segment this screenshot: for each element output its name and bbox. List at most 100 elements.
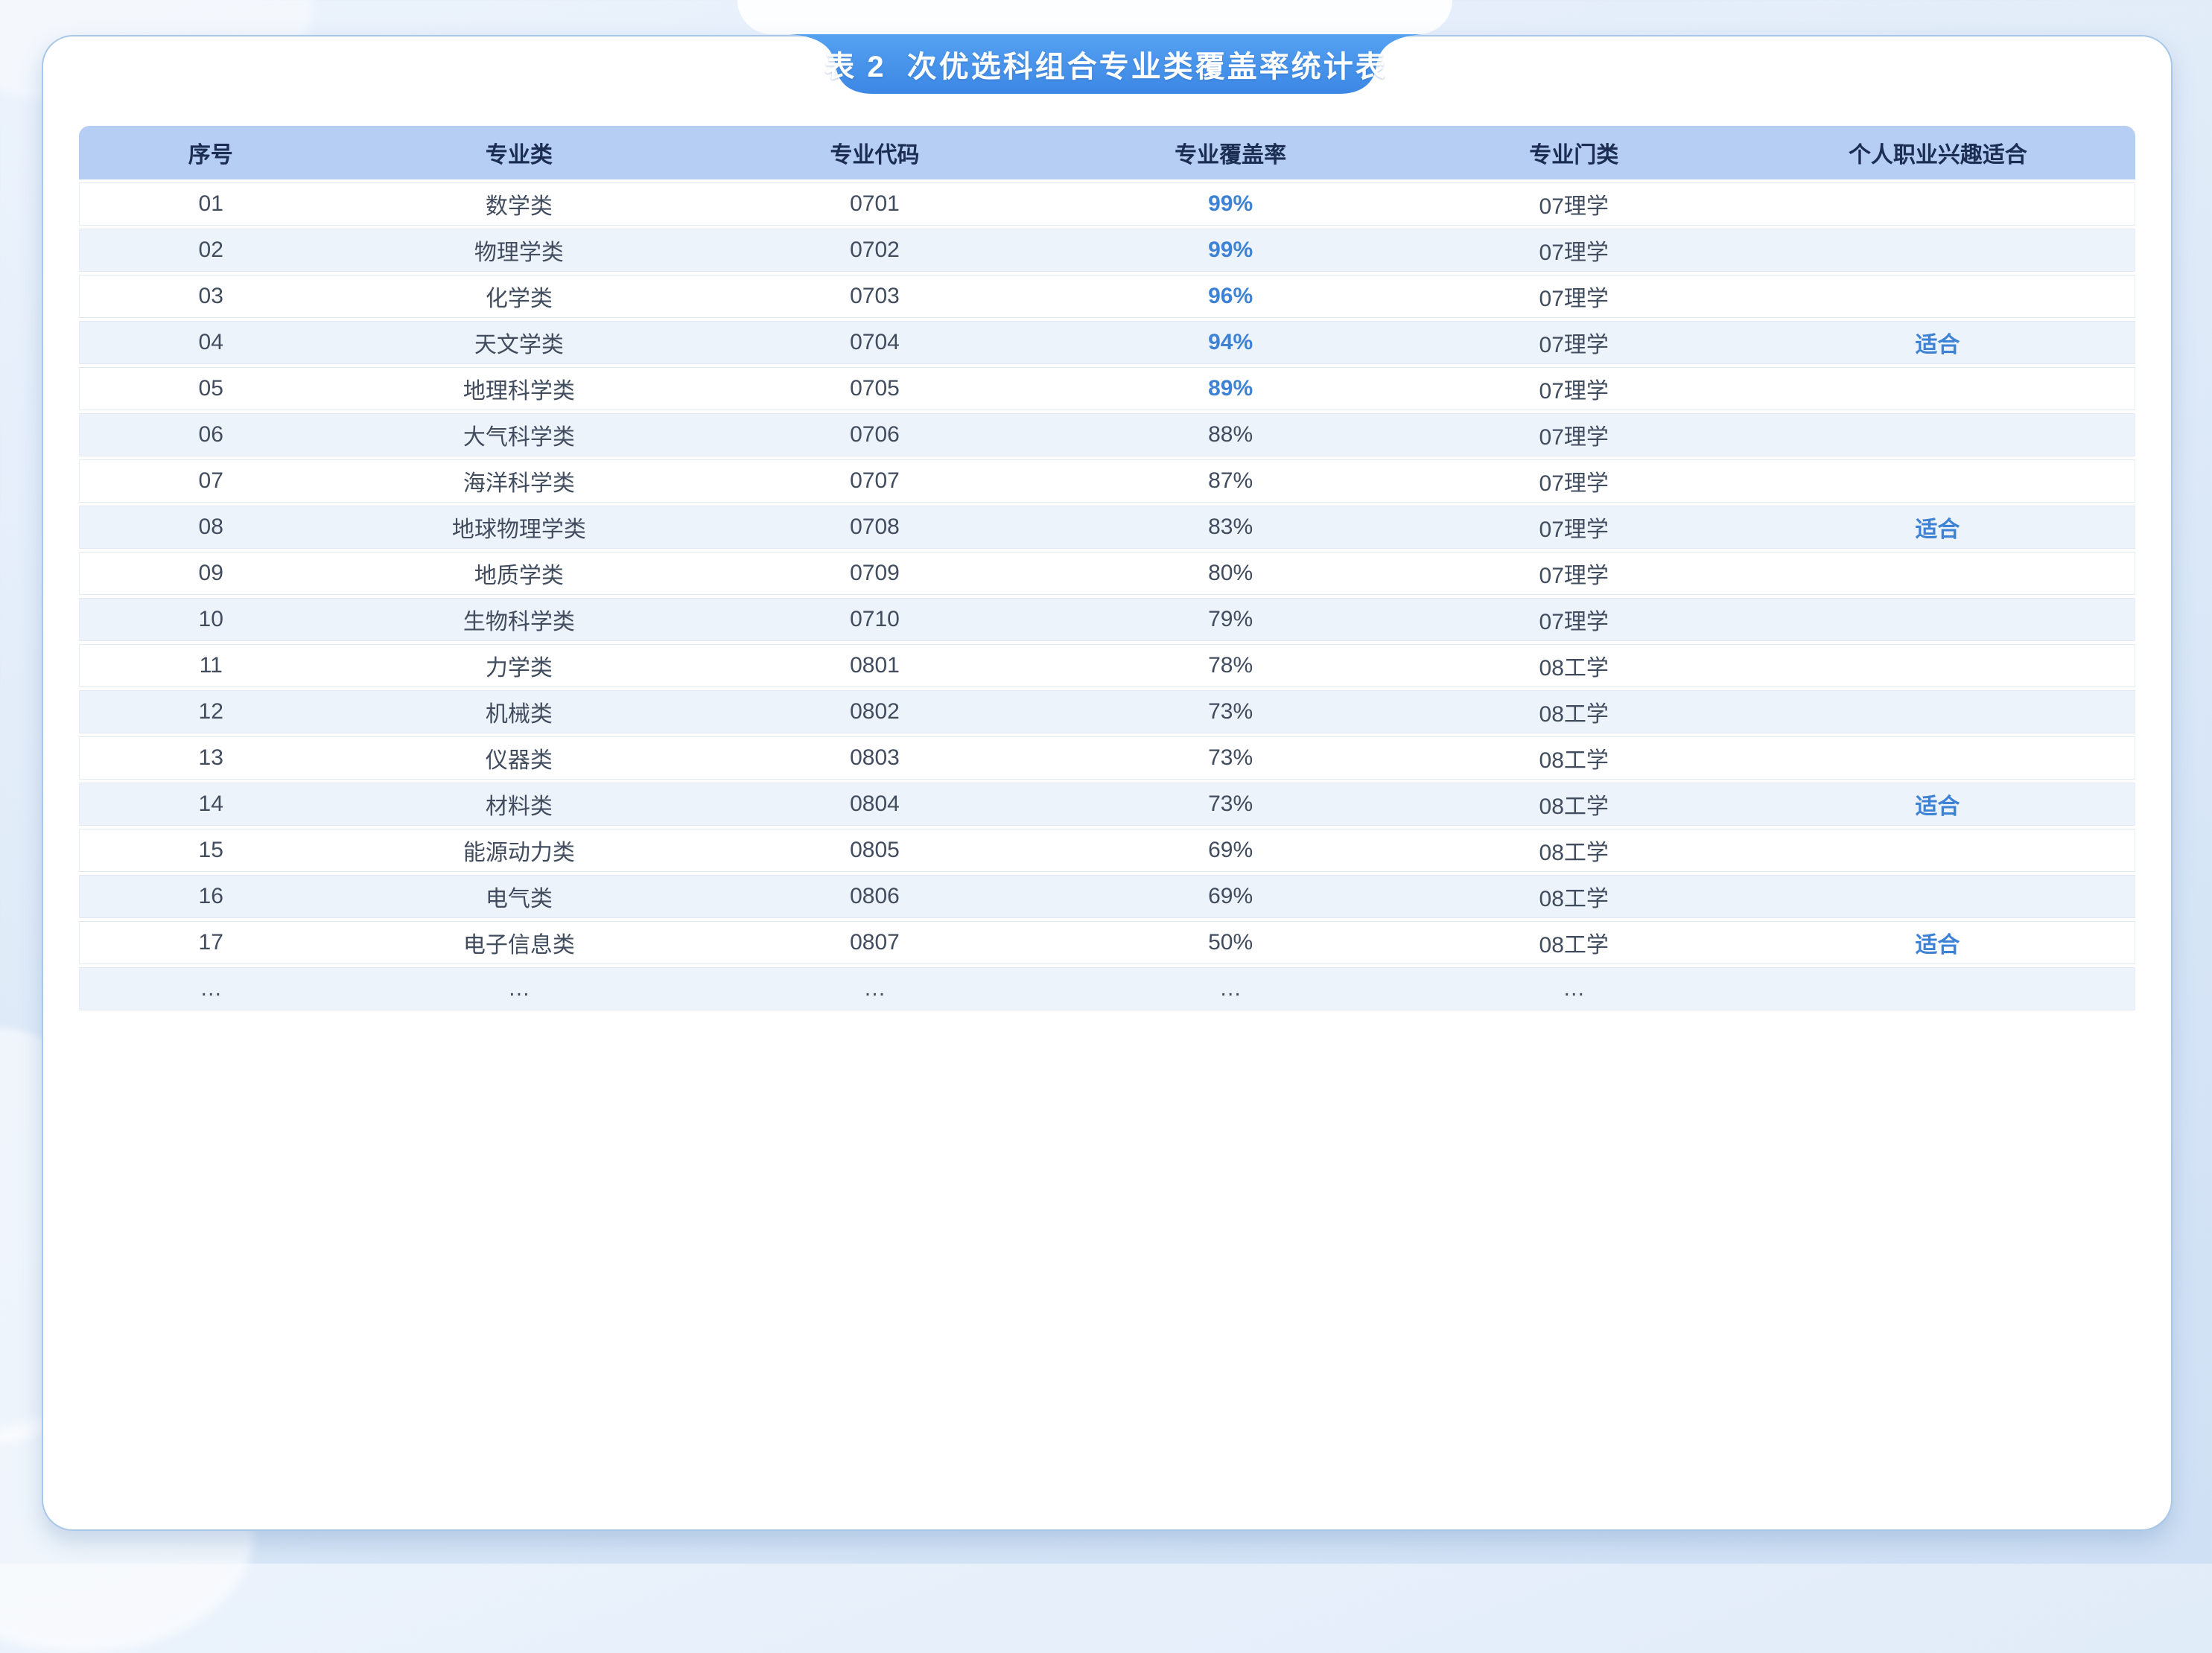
cell-category: 08工学 xyxy=(1407,690,1741,733)
table-row: 08 地球物理学类 0708 83% 07理学 适合 xyxy=(79,506,2135,549)
cell-fit: 适合 xyxy=(1740,506,2135,549)
cell-category: 07理学 xyxy=(1407,182,1741,226)
table-title-banner: 表 2 次优选科组合专业类覆盖率统计表 xyxy=(789,34,1423,95)
table-row: 03 化学类 0703 96% 07理学 xyxy=(79,275,2135,318)
cell-no: 17 xyxy=(79,921,343,964)
cell-coverage: 83% xyxy=(1053,506,1408,549)
cell-coverage: 87% xyxy=(1053,459,1408,503)
cell-major: 地球物理学类 xyxy=(342,506,696,549)
cell-coverage: 94% xyxy=(1053,321,1408,364)
cell-major: 力学类 xyxy=(342,644,696,687)
cell-fit xyxy=(1740,275,2135,318)
cell-category: … xyxy=(1407,967,1741,1010)
cell-coverage: 99% xyxy=(1053,229,1408,272)
cell-code: … xyxy=(696,967,1054,1010)
cell-category: 08工学 xyxy=(1407,783,1741,826)
cell-code: 0801 xyxy=(696,644,1054,687)
background-blob xyxy=(737,0,1452,34)
cell-coverage: 69% xyxy=(1053,829,1408,872)
cell-coverage: 73% xyxy=(1053,783,1408,826)
table-row: 05 地理科学类 0705 89% 07理学 xyxy=(79,367,2135,410)
cell-category: 08工学 xyxy=(1407,644,1741,687)
cell-code: 0706 xyxy=(696,413,1054,456)
cell-no: 11 xyxy=(79,644,343,687)
cell-major: 地理科学类 xyxy=(342,367,696,410)
table-row: 12 机械类 0802 73% 08工学 xyxy=(79,690,2135,733)
header-cell-4: 专业门类 xyxy=(1407,126,1741,179)
cell-fit xyxy=(1740,552,2135,595)
cell-fit xyxy=(1740,367,2135,410)
cell-major: … xyxy=(342,967,696,1010)
table-row: 02 物理学类 0702 99% 07理学 xyxy=(79,229,2135,272)
cell-no: 08 xyxy=(79,506,343,549)
header-cell-5: 个人职业兴趣适合 xyxy=(1740,126,2135,179)
cell-major: 大气科学类 xyxy=(342,413,696,456)
cell-category: 07理学 xyxy=(1407,229,1741,272)
cell-coverage: 69% xyxy=(1053,875,1408,918)
table-row: 01 数学类 0701 99% 07理学 xyxy=(79,182,2135,226)
cell-category: 07理学 xyxy=(1407,413,1741,456)
cell-fit xyxy=(1740,459,2135,503)
cell-category: 07理学 xyxy=(1407,321,1741,364)
cell-no: … xyxy=(79,967,343,1010)
cell-fit xyxy=(1740,829,2135,872)
cell-fit xyxy=(1740,182,2135,226)
table-row: 11 力学类 0801 78% 08工学 xyxy=(79,644,2135,687)
cell-code: 0705 xyxy=(696,367,1054,410)
table-row: 06 大气科学类 0706 88% 07理学 xyxy=(79,413,2135,456)
header-cell-0: 序号 xyxy=(79,126,343,179)
cell-code: 0802 xyxy=(696,690,1054,733)
cell-no: 04 xyxy=(79,321,343,364)
cell-category: 07理学 xyxy=(1407,598,1741,641)
header-cell-1: 专业类 xyxy=(342,126,696,179)
table-row: 10 生物科学类 0710 79% 07理学 xyxy=(79,598,2135,641)
cell-no: 03 xyxy=(79,275,343,318)
cell-fit xyxy=(1740,967,2135,1010)
cell-major: 生物科学类 xyxy=(342,598,696,641)
table-row: 14 材料类 0804 73% 08工学 适合 xyxy=(79,783,2135,826)
cell-no: 15 xyxy=(79,829,343,872)
cell-major: 材料类 xyxy=(342,783,696,826)
cell-category: 08工学 xyxy=(1407,875,1741,918)
cell-major: 物理学类 xyxy=(342,229,696,272)
table-row: 07 海洋科学类 0707 87% 07理学 xyxy=(79,459,2135,503)
cell-coverage: 73% xyxy=(1053,690,1408,733)
cell-no: 05 xyxy=(79,367,343,410)
cell-coverage: 79% xyxy=(1053,598,1408,641)
cell-fit xyxy=(1740,413,2135,456)
cell-category: 07理学 xyxy=(1407,459,1741,503)
cell-coverage: 50% xyxy=(1053,921,1408,964)
cell-code: 0803 xyxy=(696,736,1054,780)
cell-category: 07理学 xyxy=(1407,275,1741,318)
cell-code: 0806 xyxy=(696,875,1054,918)
cell-coverage: 80% xyxy=(1053,552,1408,595)
cell-no: 10 xyxy=(79,598,343,641)
table-header-row: 序号 专业类 专业代码 专业覆盖率 专业门类 个人职业兴趣适合 xyxy=(79,126,2135,179)
banner-shape xyxy=(789,34,1423,94)
cell-code: 0709 xyxy=(696,552,1054,595)
cell-code: 0807 xyxy=(696,921,1054,964)
cell-no: 02 xyxy=(79,229,343,272)
table-row: 04 天文学类 0704 94% 07理学 适合 xyxy=(79,321,2135,364)
cell-code: 0701 xyxy=(696,182,1054,226)
cell-fit xyxy=(1740,736,2135,780)
table-row: 15 能源动力类 0805 69% 08工学 xyxy=(79,829,2135,872)
cell-coverage: 88% xyxy=(1053,413,1408,456)
cell-code: 0707 xyxy=(696,459,1054,503)
cell-major: 化学类 xyxy=(342,275,696,318)
cell-no: 01 xyxy=(79,182,343,226)
cell-code: 0703 xyxy=(696,275,1054,318)
cell-fit xyxy=(1740,690,2135,733)
cell-fit xyxy=(1740,875,2135,918)
cell-fit: 适合 xyxy=(1740,321,2135,364)
cell-category: 08工学 xyxy=(1407,736,1741,780)
cell-major: 电子信息类 xyxy=(342,921,696,964)
cell-category: 07理学 xyxy=(1407,506,1741,549)
cell-code: 0708 xyxy=(696,506,1054,549)
cell-coverage: 89% xyxy=(1053,367,1408,410)
cell-major: 数学类 xyxy=(342,182,696,226)
cell-major: 天文学类 xyxy=(342,321,696,364)
cell-fit: 适合 xyxy=(1740,783,2135,826)
cell-major: 仪器类 xyxy=(342,736,696,780)
cell-fit xyxy=(1740,644,2135,687)
